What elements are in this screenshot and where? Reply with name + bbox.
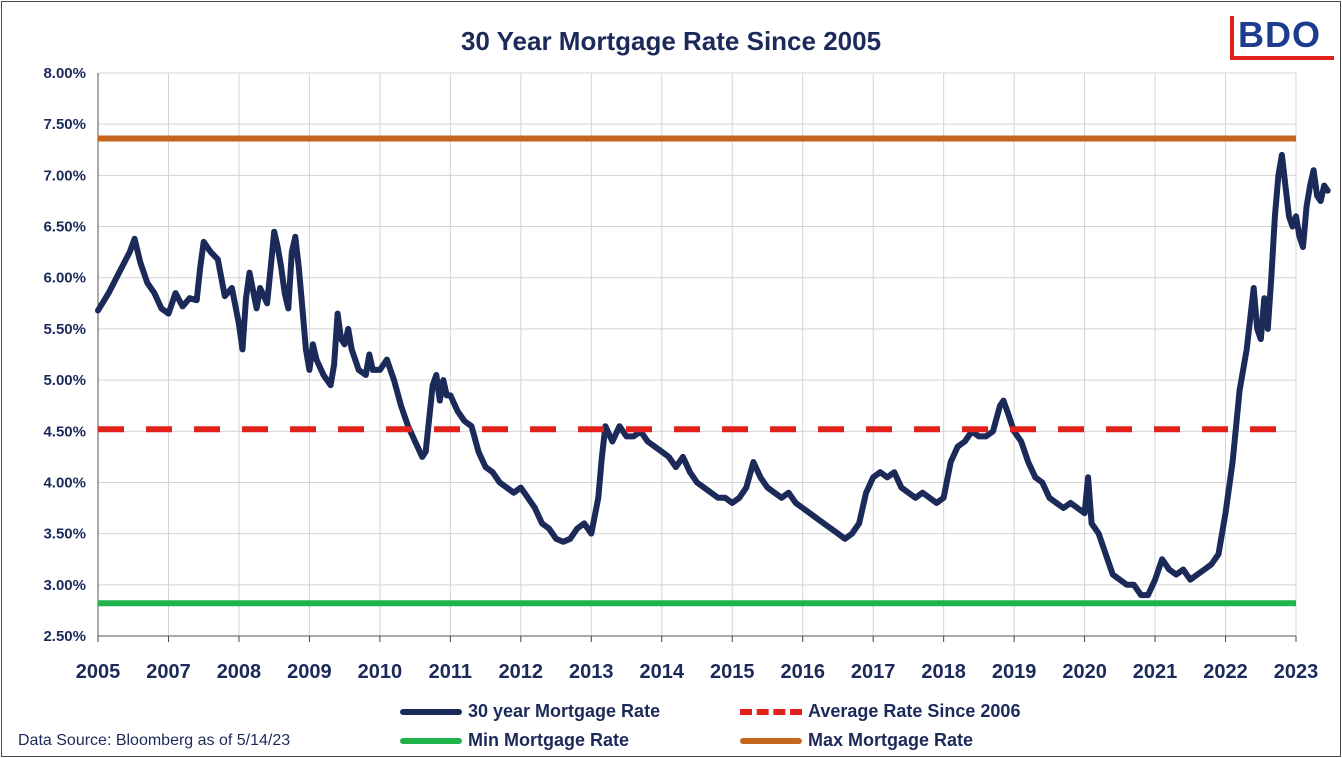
x-tick-label: 2023	[1274, 661, 1319, 683]
legend-swatch-max-rate	[740, 738, 802, 745]
legend-label: 30 year Mortgage Rate	[468, 701, 661, 721]
legend-swatch-min-rate	[400, 738, 462, 745]
y-tick-label: 7.00%	[43, 167, 86, 184]
logo-bar	[1230, 16, 1234, 60]
x-tick-label: 2019	[992, 661, 1037, 683]
logo-underline	[1230, 56, 1334, 60]
y-tick-label: 2.50%	[43, 628, 86, 645]
x-tick-label: 2007	[146, 661, 191, 683]
legend-label: Average Rate Since 2006	[808, 701, 1021, 721]
y-tick-label: 3.50%	[43, 526, 86, 543]
y-tick-label: 8.00%	[43, 65, 86, 82]
x-tick-label: 2008	[217, 661, 262, 683]
x-tick-label: 2016	[780, 661, 825, 683]
x-tick-label: 2015	[710, 661, 755, 683]
x-tick-label: 2013	[569, 661, 614, 683]
legend-label: Min Mortgage Rate	[468, 730, 630, 750]
x-tick-label: 2009	[287, 661, 332, 683]
chart-title: 30 Year Mortgage Rate Since 2005	[460, 26, 882, 56]
x-tick-label: 2012	[499, 661, 544, 683]
legend-item-mortgage-rate: 30 year Mortgage Rate	[400, 701, 660, 722]
mortgage-rate-line	[95, 151, 1331, 599]
logo-text: BDO	[1238, 14, 1321, 55]
y-tick-label: 7.50%	[43, 116, 86, 133]
x-tick-label: 2021	[1133, 661, 1178, 683]
y-tick-label: 4.00%	[43, 474, 86, 491]
data-source-note: Data Source: Bloomberg as of 5/14/23	[18, 732, 291, 749]
y-tick-label: 3.00%	[43, 577, 86, 594]
legend-label: Max Mortgage Rate	[808, 730, 974, 750]
y-tick-label: 6.50%	[43, 219, 86, 236]
y-tick-label: 4.50%	[43, 423, 86, 440]
x-tick-label: 2020	[1062, 661, 1107, 683]
y-tick-label: 6.00%	[43, 270, 86, 287]
legend-item-average-rate: Average Rate Since 2006	[740, 701, 1020, 722]
x-tick-label: 2011	[429, 661, 472, 683]
x-tick-label: 2014	[640, 661, 685, 683]
x-tick-label: 2018	[921, 661, 966, 683]
y-tick-label: 5.00%	[43, 372, 86, 389]
legend-swatch-average-rate	[740, 709, 802, 716]
x-tick-label: 2017	[851, 661, 896, 683]
y-tick-label: 5.50%	[43, 321, 86, 338]
bdo-logo: BDO	[1230, 14, 1334, 62]
x-tick-label: 2022	[1203, 661, 1248, 683]
legend-item-min-rate: Min Mortgage Rate	[400, 730, 629, 751]
x-tick-label: 2005	[76, 661, 121, 683]
legend-item-max-rate: Max Mortgage Rate	[740, 730, 973, 751]
legend-swatch-mortgage-rate	[400, 709, 462, 716]
x-tick-label: 2010	[358, 661, 403, 683]
